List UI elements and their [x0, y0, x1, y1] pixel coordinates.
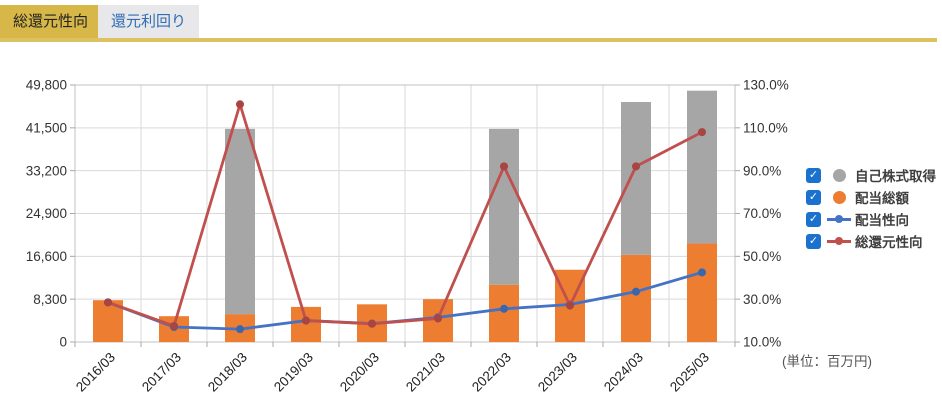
bar-buyback[interactable] — [489, 128, 519, 285]
bar-dividend[interactable] — [687, 243, 717, 342]
tab-bar: 総還元性向 還元利回り — [0, 0, 942, 42]
left-axis-label: 33,200 — [26, 163, 67, 178]
right-axis-label: 50.0% — [743, 249, 781, 264]
right-axis-label: 130.0% — [743, 78, 789, 93]
legend-label: 自己株式取得 — [855, 169, 936, 184]
total-return-line — [107, 102, 703, 328]
legend-item-total-return-ratio[interactable]: 総還元性向 — [806, 230, 936, 252]
right-axis-label: 30.0% — [743, 292, 781, 307]
chart-svg: 0 8,300 16,600 24,900 33,200 41,500 49,800 10.0… — [26, 78, 789, 395]
x-axis-label: 2022/03 — [469, 350, 514, 395]
checkbox-checked-icon[interactable] — [806, 211, 821, 227]
blue-line-marker-icon — [827, 215, 851, 223]
payout-point[interactable] — [632, 287, 640, 296]
x-axis-label: 2016/03 — [73, 350, 118, 395]
left-axis-label: 8,300 — [33, 292, 67, 307]
legend-label: 配当性向 — [855, 213, 909, 228]
bar-buyback[interactable] — [687, 90, 717, 244]
right-axis-label: 90.0% — [743, 163, 781, 178]
bar-buyback[interactable] — [225, 128, 255, 315]
total-return-point[interactable] — [500, 162, 508, 171]
checkbox-checked-icon[interactable] — [806, 189, 821, 205]
checkbox-checked-icon[interactable] — [806, 233, 821, 249]
left-axis-label: 41,500 — [26, 121, 67, 136]
legend-label: 配当総額 — [855, 191, 909, 206]
legend-item-total-dividends[interactable]: 配当総額 — [806, 186, 936, 208]
gray-circle-marker-icon — [827, 168, 851, 182]
bar-dividend[interactable] — [489, 284, 519, 342]
tab-total-return-ratio[interactable]: 総還元性向 — [0, 5, 102, 38]
payout-point[interactable] — [698, 268, 706, 277]
x-axis-label: 2020/03 — [337, 350, 382, 395]
right-axis-label: 110.0% — [743, 121, 788, 136]
total-return-point[interactable] — [236, 100, 244, 109]
legend-item-treasury-stock[interactable]: 自己株式取得 — [806, 164, 936, 186]
right-axis-label: 10.0% — [743, 335, 781, 350]
x-axis-label: 2023/03 — [535, 350, 580, 395]
x-axis-label: 2024/03 — [601, 350, 646, 395]
total-return-point[interactable] — [698, 128, 706, 137]
x-axis-label: 2017/03 — [139, 350, 184, 395]
left-axis-label: 16,600 — [26, 249, 67, 264]
left-axis-label: 0 — [59, 335, 67, 350]
payout-point[interactable] — [500, 304, 508, 313]
tab-underline — [0, 38, 937, 42]
right-axis-label: 70.0% — [743, 206, 781, 221]
tab-return-yield[interactable]: 還元利回り — [98, 5, 200, 38]
legend-item-payout-ratio[interactable]: 配当性向 — [806, 208, 936, 230]
total-return-point[interactable] — [302, 316, 310, 325]
red-line-marker-icon — [827, 237, 851, 245]
x-axis-label: 2019/03 — [271, 350, 316, 395]
x-axis-label: 2025/03 — [667, 350, 712, 395]
total-return-point[interactable] — [434, 314, 442, 323]
unit-note: (単位：百万円) — [782, 354, 872, 369]
total-return-point[interactable] — [368, 319, 376, 328]
total-return-point[interactable] — [170, 321, 178, 330]
left-axis-label: 24,900 — [26, 206, 67, 221]
bar-buyback[interactable] — [621, 102, 651, 255]
checkbox-checked-icon[interactable] — [806, 167, 821, 183]
total-return-point[interactable] — [632, 162, 640, 171]
total-return-point[interactable] — [566, 301, 574, 310]
x-axis-label: 2021/03 — [403, 350, 448, 395]
bar-dividend[interactable] — [621, 254, 651, 342]
x-axis-label: 2018/03 — [205, 350, 250, 395]
payout-point[interactable] — [236, 325, 244, 334]
total-return-point[interactable] — [104, 298, 112, 307]
orange-circle-marker-icon — [827, 190, 851, 204]
legend-label: 総還元性向 — [855, 235, 923, 250]
chart-legend: 自己株式取得 配当総額 配当性向 総還元性向 — [806, 164, 936, 252]
left-axis-label: 49,800 — [26, 78, 67, 93]
